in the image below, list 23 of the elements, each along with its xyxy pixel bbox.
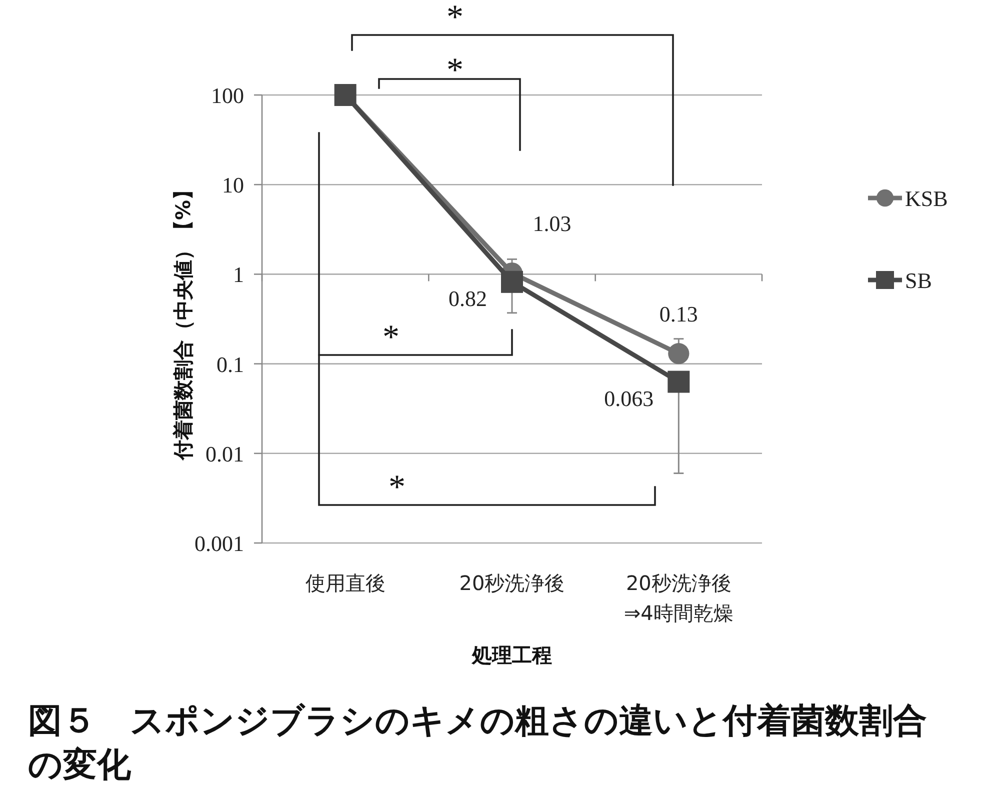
y-tick-label: 0.1 [216, 352, 244, 377]
legend-label: KSB [905, 186, 948, 211]
x-tick-label: 20秒洗浄後 ⇒4時間乾燥 [624, 571, 734, 625]
y-tick-label: 1 [233, 262, 244, 288]
x-tick-label: 20秒洗浄後 [459, 571, 565, 595]
y-tick-label: 100 [211, 83, 244, 108]
y-axis-title: 付着菌数割合（中央値）【%】 [171, 180, 195, 462]
point [501, 270, 523, 293]
data-label: 1.03 [532, 211, 572, 236]
data-label: 0.13 [659, 302, 698, 327]
annotation: * [382, 319, 400, 356]
x-tick-label: 使用直後 [305, 571, 386, 595]
data-label: 0.82 [448, 286, 487, 311]
data-label: 0.063 [604, 386, 654, 411]
y-tick-label: 0.001 [194, 531, 244, 556]
point [668, 343, 690, 364]
x-axis-title: 処理工程 [471, 643, 552, 667]
annotation: * [388, 469, 406, 506]
y-tick-label: 10 [222, 172, 244, 198]
y-tick-label: 0.01 [206, 441, 244, 466]
legend-label: SB [905, 268, 932, 293]
point [668, 370, 690, 393]
text: 図５ スポンジブラシのキメの粗さの違いと付着菌数割合の変化 [28, 701, 927, 785]
